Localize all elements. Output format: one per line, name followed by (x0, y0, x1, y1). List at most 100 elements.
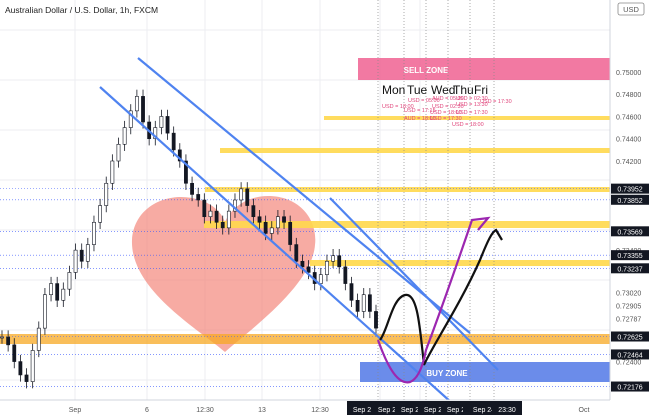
time-badge (418, 401, 448, 415)
price-badge (611, 263, 649, 274)
candle-body (177, 149, 182, 162)
price-badge-label: 0.73852 (617, 198, 642, 205)
session-note: USD = 02:30 (432, 104, 464, 110)
price-badge-label: 0.73355 (617, 253, 642, 260)
candle-body (12, 344, 17, 362)
price-badge (611, 250, 649, 261)
candle-body (98, 205, 102, 223)
candle-body (18, 361, 23, 376)
price-tick-label: 0.74800 (616, 92, 641, 99)
candle-body (282, 216, 286, 223)
time-axis-ticks: Sep 6 12:30 13 12:30 Sep 2 Sep 2 Sep 2 Sep 2 Sep … (69, 401, 590, 415)
price-tick-label: 0.72787 (616, 316, 641, 323)
svg-text:USD: USD (623, 5, 639, 14)
price-tick-label: 0.74200 (616, 159, 641, 166)
price-badge-label: 0.72464 (617, 352, 642, 359)
candle-body (43, 294, 47, 329)
candle-body (337, 255, 342, 268)
candle-body (325, 260, 329, 275)
candle-body (61, 288, 66, 301)
session-note: USD = 17:30 (456, 110, 488, 116)
candle-body (134, 96, 139, 112)
price-badge-label: 0.73569 (617, 229, 642, 236)
level-band (220, 148, 610, 153)
candle-body (343, 266, 348, 284)
price-tick-label: 0.72905 (616, 303, 641, 310)
candle-body (331, 255, 335, 262)
weekday-label: Thu (453, 83, 474, 97)
session-note: USD = 05:00 (408, 98, 440, 104)
sell-zone[interactable]: SELL ZONE (358, 58, 610, 80)
candle-body (159, 116, 164, 128)
candle-body (116, 143, 121, 162)
candle-body (153, 127, 158, 140)
weekday-labels: Mon Tue Wed Thu Fri (382, 83, 488, 97)
candle-body (184, 160, 188, 184)
projection-black[interactable] (379, 228, 503, 366)
candle-body (128, 110, 133, 128)
candle-body (251, 205, 256, 218)
price-badge (611, 349, 649, 360)
time-tick-label: Sep 2 (447, 407, 465, 414)
time-tick-label: Oct (579, 407, 590, 414)
time-tick-label: Sep 2 (424, 407, 442, 414)
time-tick-label: 23:30 (498, 407, 516, 414)
candle-body (269, 227, 274, 234)
session-note: AUD = 05:00 (432, 96, 464, 102)
candle-body (36, 327, 41, 351)
time-badge (347, 401, 377, 415)
session-note: USD = 17:30 (430, 116, 462, 122)
candle-body (355, 299, 360, 312)
time-badge (469, 401, 499, 415)
buy-zone-label: BUY ZONE (426, 369, 468, 378)
currency-badge[interactable]: USD (617, 2, 645, 16)
time-tick-label: 12:30 (311, 407, 329, 414)
time-tick-label: 12:30 (196, 407, 214, 414)
candle-body (49, 283, 53, 296)
candle-body (30, 350, 35, 382)
candle-body (79, 249, 84, 262)
candle-body (208, 210, 213, 218)
candle-body (73, 249, 78, 273)
price-badge-label: 0.72625 (617, 335, 642, 342)
candle-body (257, 216, 262, 223)
weekday-label: Fri (474, 83, 488, 97)
candle-body (92, 221, 96, 245)
candle-body (306, 266, 311, 273)
session-note: USD = 18:00 (382, 104, 414, 110)
candle-body (24, 374, 29, 382)
candle-body (374, 311, 378, 329)
price-badge (611, 183, 649, 194)
projection-purple[interactable] (376, 216, 491, 384)
candle-body (226, 210, 231, 229)
level-band (324, 116, 610, 120)
level-band (310, 260, 610, 266)
time-tick-label: 6 (145, 407, 149, 414)
price-badge (611, 226, 649, 237)
candle-body (214, 210, 219, 223)
candle-body (245, 188, 250, 206)
descending-channel[interactable] (99, 57, 499, 413)
candle-body (0, 336, 4, 339)
channel-extension (329, 197, 499, 371)
price-badge (611, 194, 649, 205)
candle-body (122, 127, 127, 145)
price-badge-label: 0.73952 (617, 187, 642, 194)
candle-body (55, 283, 60, 301)
candle-body (294, 244, 299, 262)
time-tick-label: Sep 2 (353, 407, 371, 414)
candle-body (165, 116, 170, 134)
chart-title: Australian Dollar / U.S. Dollar, 1h, FXC… (5, 5, 158, 15)
sell-zone-label: SELL ZONE (404, 66, 449, 75)
time-badge (395, 401, 425, 415)
candle-body (67, 272, 72, 290)
price-badge-label: 0.72176 (617, 385, 642, 392)
price-tick-label: 0.72400 (616, 360, 641, 367)
price-tick-label: 0.73020 (616, 290, 641, 297)
candle-body (300, 260, 305, 268)
candle-body (318, 274, 323, 284)
price-tick-label: 0.74400 (616, 137, 641, 144)
time-badge (372, 401, 402, 415)
channel-upper (137, 57, 471, 334)
